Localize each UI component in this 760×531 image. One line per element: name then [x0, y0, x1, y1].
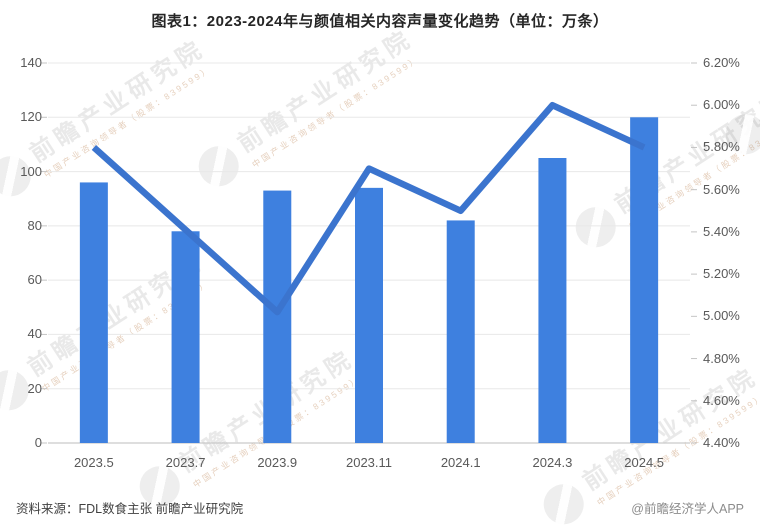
x-axis-category-label: 2023.9 [257, 455, 298, 470]
x-axis-category-label: 2024.5 [624, 455, 665, 470]
chart-title: 图表1：2023-2024年与颜值相关内容声量变化趋势（单位：万条） [151, 13, 609, 30]
right-axis-tick-label: 6.20% [703, 55, 740, 70]
left-axis-tick-label: 100 [20, 163, 42, 179]
bar-2024.5 [630, 117, 659, 444]
bar-2023.9 [263, 190, 292, 443]
x-axis-category-label: 2023.11 [345, 455, 393, 470]
chart-footer: 资料来源：FDL数食主张 前瞻产业研究院 @前瞻经济学人APP [0, 498, 760, 517]
left-axis-tick-label: 80 [27, 217, 42, 233]
left-axis-tick-label: 0 [34, 435, 42, 450]
right-axis-tick-label: 5.00% [703, 308, 740, 324]
trend-line [91, 101, 646, 316]
right-axis-tick-label: 6.00% [703, 97, 740, 113]
x-axis-category-label: 2024.3 [532, 455, 573, 470]
left-axis-tick-label: 60 [27, 272, 42, 288]
right-axis-tick-label: 4.80% [703, 350, 740, 366]
right-axis-tick-label: 4.40% [703, 435, 740, 450]
x-axis-category-label: 2023.7 [165, 455, 206, 470]
bar-2023.7 [171, 231, 200, 443]
source-note: 资料来源：FDL数食主张 前瞻产业研究院 [16, 502, 244, 516]
right-axis-tick-label: 5.80% [703, 139, 740, 155]
left-axis-tick-label: 120 [20, 109, 42, 125]
right-axis-tick-label: 4.60% [703, 392, 740, 408]
left-axis-tick-label: 20 [27, 380, 42, 396]
right-axis-tick-label: 5.60% [703, 181, 740, 197]
right-axis-tick-label: 5.20% [703, 266, 740, 282]
x-axis-category-label: 2023.5 [73, 455, 114, 470]
bar-2024.1 [446, 220, 475, 443]
left-axis-tick-label: 40 [27, 326, 42, 342]
bar-2023.11 [355, 187, 383, 443]
x-axis-category-label: 2024.1 [440, 455, 481, 470]
bar-2023.5 [79, 182, 108, 443]
bar-2024.3 [538, 158, 567, 443]
left-axis-tick-label: 140 [20, 55, 42, 70]
right-axis-tick-label: 5.40% [703, 223, 740, 239]
credit-note: @前瞻经济学人APP [631, 502, 744, 516]
